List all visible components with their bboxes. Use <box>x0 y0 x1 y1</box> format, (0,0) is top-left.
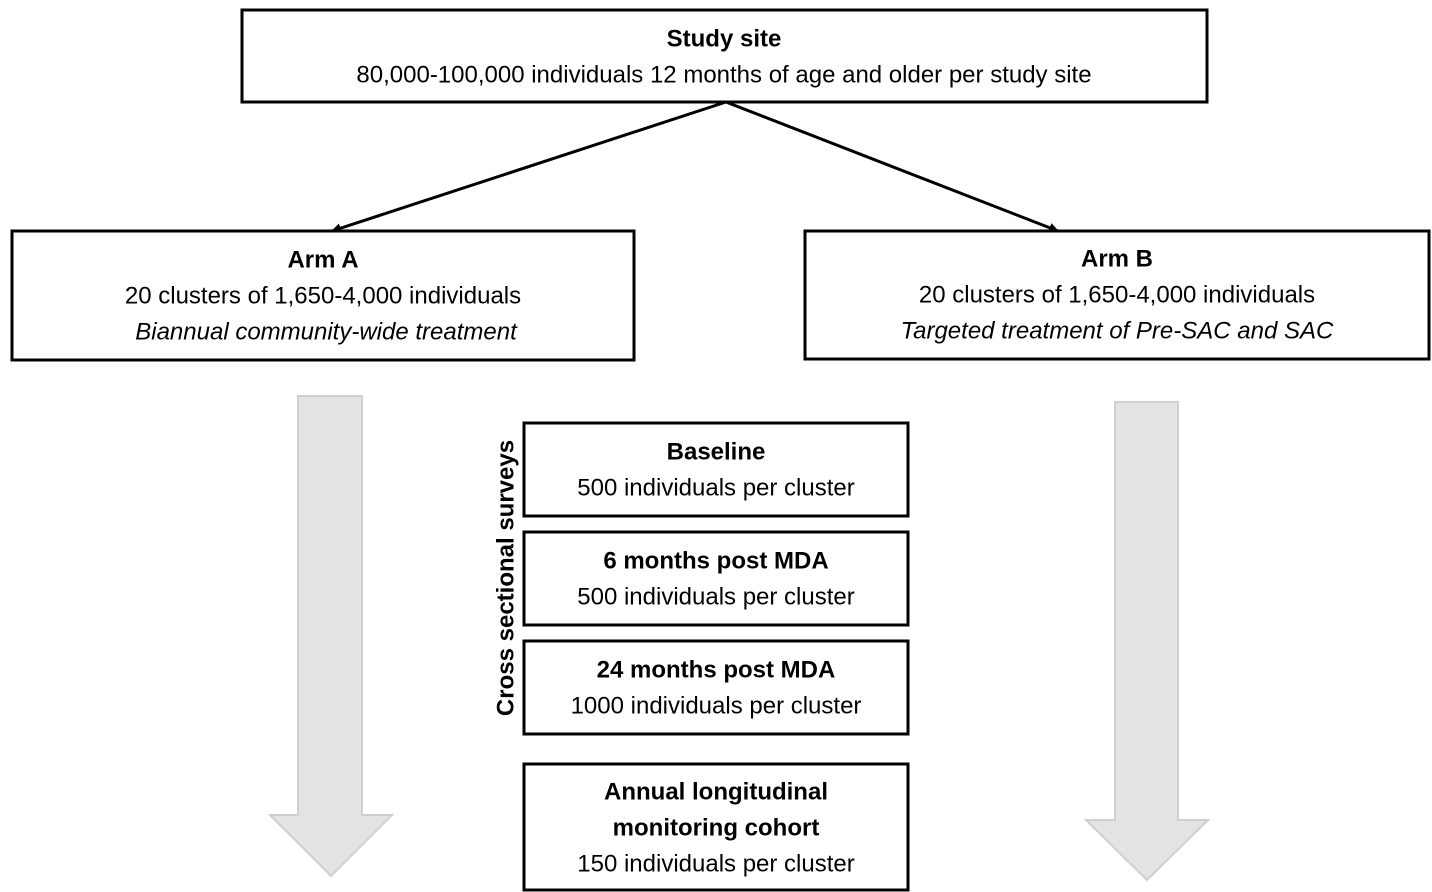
box-title: Arm B <box>1081 245 1153 272</box>
study-site-box <box>240 8 1209 104</box>
box-title: Baseline <box>667 438 766 465</box>
box-text: 20 clusters of 1,650-4,000 individuals <box>919 281 1315 308</box>
cohort-box <box>522 762 910 892</box>
flow-arrow <box>267 395 395 878</box>
side-label: Cross sectional surveys <box>492 440 519 716</box>
box-title: Annual longitudinal <box>604 778 828 805</box>
box-text: 500 individuals per cluster <box>577 583 855 610</box>
box-title: Study site <box>667 25 782 52</box>
survey-box <box>522 421 910 518</box>
box-text: 80,000-100,000 individuals 12 months of … <box>356 61 1091 88</box>
box-title: 24 months post MDA <box>597 656 836 683</box>
box-note: Targeted treatment of Pre-SAC and SAC <box>901 317 1334 344</box>
survey-box <box>522 530 910 627</box>
arm-box <box>10 229 636 362</box>
box-title: monitoring cohort <box>613 814 820 841</box>
arrow <box>725 100 1059 233</box>
flow-arrow <box>1083 401 1211 882</box>
box-title: 6 months post MDA <box>603 547 828 574</box>
arrow <box>331 100 727 233</box>
box-text: 1000 individuals per cluster <box>571 692 862 719</box>
box-note: Biannual community-wide treatment <box>135 318 518 345</box>
survey-box <box>522 639 910 736</box>
arm-box <box>803 229 1431 361</box>
box-text: 150 individuals per cluster <box>577 850 855 877</box>
box-title: Arm A <box>287 246 358 273</box>
box-text: 500 individuals per cluster <box>577 474 855 501</box>
box-text: 20 clusters of 1,650-4,000 individuals <box>125 282 521 309</box>
